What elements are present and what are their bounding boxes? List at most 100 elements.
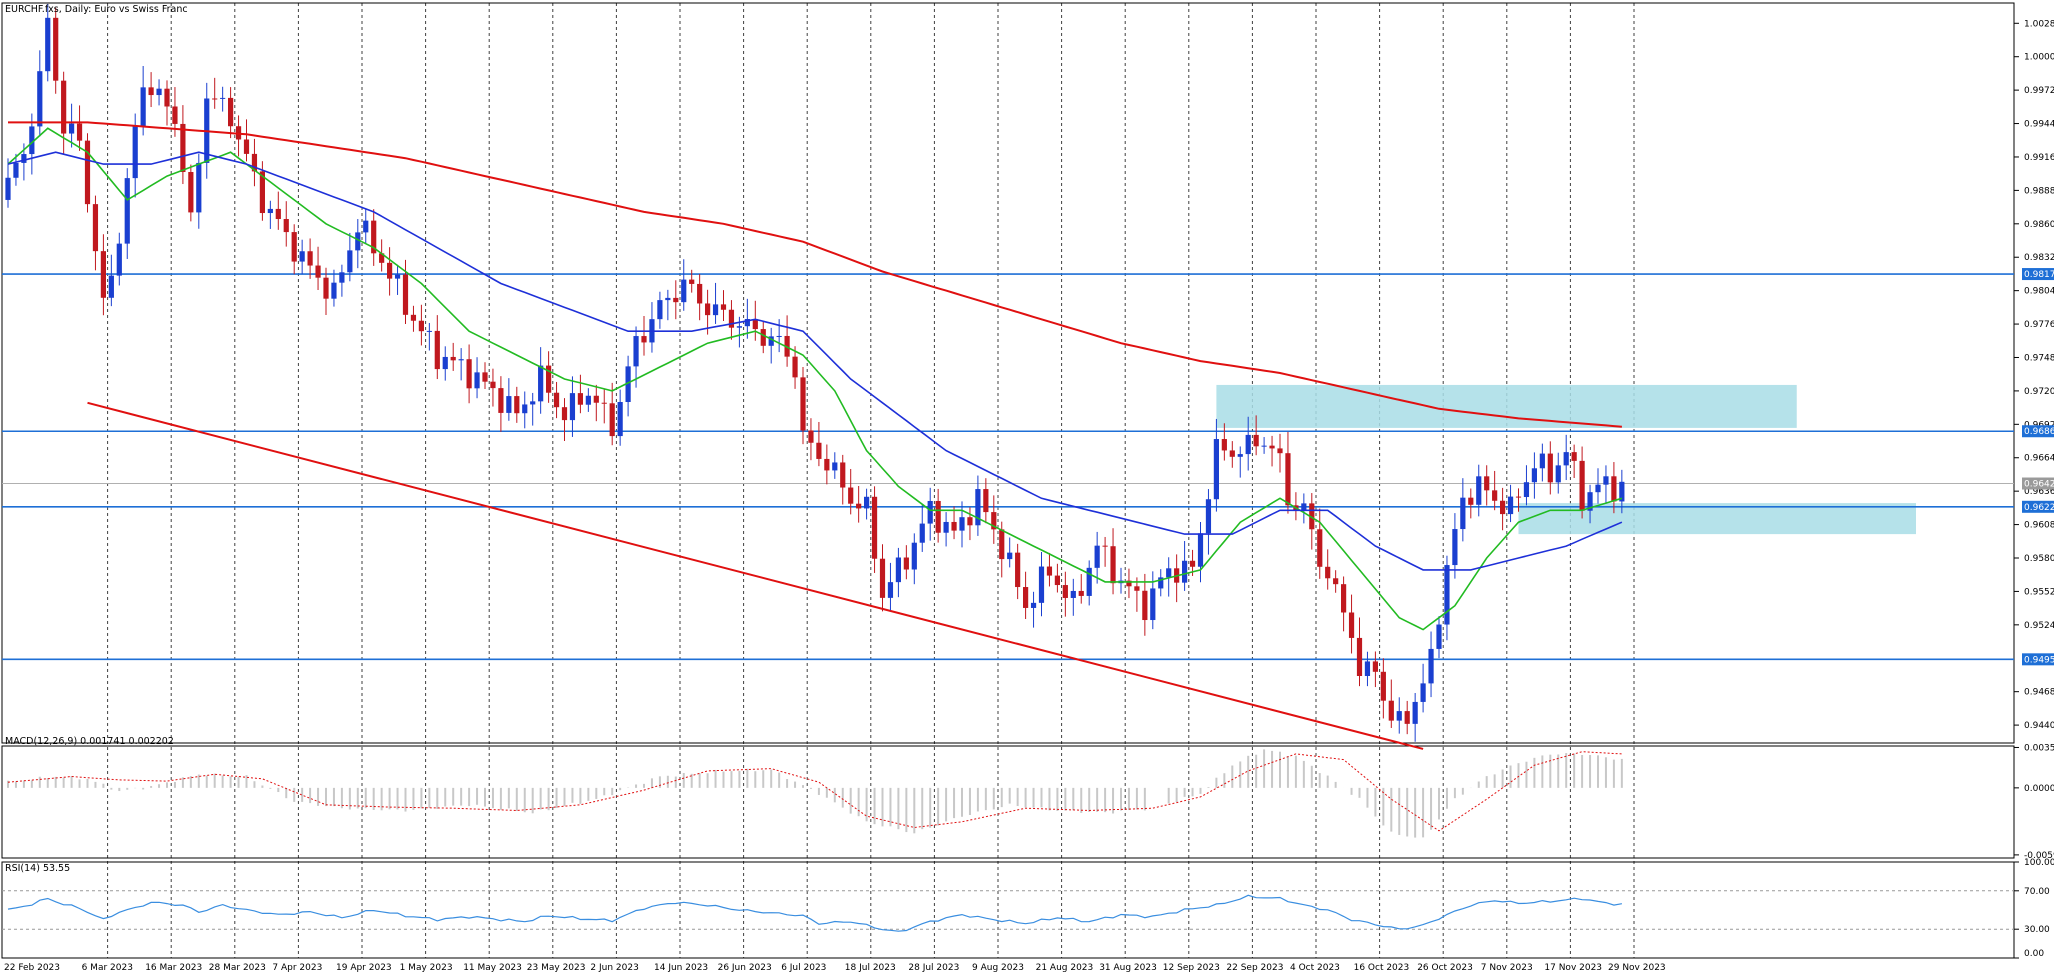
chart-title: EURCHF.fxs, Daily: Euro vs Swiss Franc bbox=[5, 4, 188, 15]
candle-body bbox=[474, 372, 480, 389]
candle-body bbox=[307, 251, 313, 266]
candle-body bbox=[1197, 533, 1204, 567]
candle-body bbox=[1325, 566, 1331, 579]
candle-body bbox=[720, 304, 727, 310]
candle-body bbox=[188, 172, 194, 213]
candle-body bbox=[108, 275, 114, 298]
candle-body bbox=[490, 381, 496, 389]
candle-body bbox=[1317, 529, 1323, 567]
x-tick-label: 16 Oct 2023 bbox=[1354, 963, 1410, 972]
candle-body bbox=[991, 512, 997, 530]
candle-body bbox=[426, 330, 432, 332]
candle-body bbox=[530, 401, 536, 405]
candle-body bbox=[1158, 577, 1164, 589]
candle-body bbox=[1348, 612, 1355, 638]
candle-body bbox=[959, 517, 965, 531]
x-tick-label: 7 Nov 2023 bbox=[1481, 963, 1533, 972]
macd-panel-frame bbox=[1, 745, 2015, 859]
candle-body bbox=[1531, 468, 1537, 483]
x-tick-label: 16 Mar 2023 bbox=[145, 963, 202, 972]
candle-body bbox=[514, 396, 520, 414]
candle-body bbox=[864, 496, 870, 509]
candle-body bbox=[1388, 700, 1394, 721]
x-tick-label: 2 Jun 2023 bbox=[590, 963, 638, 972]
candle-body bbox=[339, 272, 345, 283]
macd-y-tick-label: 0.000000 bbox=[2024, 784, 2054, 794]
x-tick-label: 6 Mar 2023 bbox=[82, 963, 133, 972]
rsi-y-tick-label: 30.00 bbox=[2024, 925, 2050, 935]
candle-body bbox=[1484, 476, 1490, 491]
candle-body bbox=[1507, 496, 1514, 515]
macd-y-tick-label: 0.003571 bbox=[2024, 743, 2054, 753]
candle-body bbox=[1086, 567, 1092, 596]
candle-body bbox=[1015, 552, 1021, 588]
moving-average-line bbox=[7, 151, 1623, 571]
candle-body bbox=[1062, 585, 1068, 598]
candle-body bbox=[1301, 503, 1307, 510]
rsi-y-tick-label: 70.00 bbox=[2024, 887, 2050, 897]
candle-body bbox=[1038, 566, 1045, 603]
candle-body bbox=[657, 300, 663, 320]
candle-body bbox=[196, 162, 202, 213]
candle-body bbox=[1500, 500, 1506, 515]
candle-body bbox=[164, 88, 170, 107]
x-tick-label: 9 Aug 2023 bbox=[972, 963, 1024, 972]
candle-body bbox=[856, 503, 862, 509]
candle-body bbox=[69, 123, 75, 134]
candle-body bbox=[410, 314, 417, 321]
candle-body bbox=[903, 557, 909, 570]
macd-panel: 0.003571 0.000000 -0.005925 bbox=[7, 743, 2054, 861]
x-tick-label: 28 Mar 2023 bbox=[209, 963, 266, 972]
candle-body bbox=[689, 279, 695, 284]
candle-body bbox=[92, 204, 99, 252]
candle-body bbox=[37, 71, 43, 127]
candle-body bbox=[1372, 661, 1378, 672]
candle-body bbox=[1150, 588, 1156, 621]
candle-body bbox=[498, 388, 504, 413]
candle-body bbox=[1253, 434, 1259, 447]
candle-body bbox=[1142, 590, 1148, 621]
candle-body bbox=[1054, 575, 1060, 586]
candle-body bbox=[1102, 545, 1108, 547]
moving-averages bbox=[7, 121, 1623, 631]
candle-body bbox=[1476, 476, 1482, 505]
candle-body bbox=[848, 487, 854, 504]
candle-body bbox=[760, 329, 766, 346]
highlight-zone bbox=[1518, 503, 1916, 535]
candle-body bbox=[1523, 482, 1530, 498]
x-tick-label: 26 Oct 2023 bbox=[1417, 963, 1473, 972]
candle-body bbox=[1571, 452, 1577, 461]
candle-body bbox=[911, 542, 917, 570]
candle-body bbox=[315, 265, 321, 278]
candle-body bbox=[482, 372, 488, 382]
candle-body bbox=[546, 365, 552, 393]
candle-body bbox=[76, 123, 83, 141]
candle-body bbox=[712, 304, 719, 316]
candle-body bbox=[116, 243, 122, 276]
candle-body bbox=[442, 356, 448, 370]
price-tag-label: 0.98179 bbox=[2024, 270, 2054, 280]
candle-body bbox=[1579, 460, 1585, 511]
candle-body bbox=[824, 458, 830, 471]
candle-body bbox=[1285, 453, 1291, 506]
candle-body bbox=[1436, 624, 1442, 649]
candle-body bbox=[538, 365, 544, 402]
candle-body bbox=[967, 517, 973, 526]
x-tick-label: 18 Jul 2023 bbox=[845, 963, 896, 972]
rsi-y-tick-label: 0.00 bbox=[2024, 949, 2044, 959]
candle-body bbox=[1229, 450, 1235, 457]
candle-body bbox=[1555, 465, 1561, 483]
candle-body bbox=[1277, 448, 1283, 454]
price-tag-label: 0.94951 bbox=[2024, 655, 2054, 665]
candle-body bbox=[124, 178, 130, 244]
candle-body bbox=[951, 521, 957, 531]
moving-average-line bbox=[8, 121, 1622, 428]
candle-body bbox=[13, 162, 19, 178]
price-tag-box bbox=[2022, 268, 2054, 281]
candle-body bbox=[1468, 497, 1474, 505]
